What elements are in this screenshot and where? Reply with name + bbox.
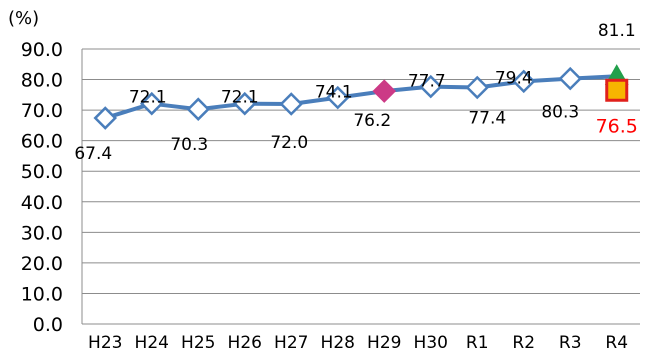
- data-label: 79.4: [495, 68, 533, 88]
- unit-label: (%): [8, 8, 39, 29]
- y-tick-label: 40.0: [21, 192, 63, 214]
- x-tick-label: H26: [228, 333, 262, 353]
- data-point-marker: [232, 91, 257, 116]
- x-tick-label: H27: [274, 333, 308, 353]
- data-label: 77.7: [408, 72, 446, 92]
- x-tick-label: H24: [135, 333, 169, 353]
- y-tick-labels: 0.0 10.0 20.0 30.0 40.0 50.0 60.0 70.0 80.0 90.0: [21, 39, 63, 336]
- data-label: 74.1: [315, 83, 353, 103]
- x-tick-label: H23: [88, 333, 122, 353]
- y-tick-label: 90.0: [21, 39, 63, 61]
- y-tick-label: 30.0: [21, 222, 63, 244]
- gridlines: [82, 48, 640, 294]
- data-label: 80.3: [541, 103, 579, 123]
- data-label: 81.1: [598, 21, 636, 41]
- data-label: 70.3: [170, 135, 208, 155]
- data-point-marker: [186, 97, 211, 121]
- data-label: 76.2: [353, 111, 391, 131]
- data-point-marker: [279, 92, 304, 116]
- y-tick-label: 0.0: [33, 314, 63, 336]
- data-label: 72.1: [221, 88, 259, 108]
- data-label: 77.4: [468, 109, 506, 129]
- x-tick-label: R2: [512, 333, 535, 353]
- x-tick-label: R1: [466, 333, 489, 353]
- axes: [81, 49, 640, 325]
- x-tick-label: R3: [559, 333, 582, 353]
- y-tick-label: 10.0: [21, 283, 63, 305]
- data-point-marker: [465, 75, 490, 100]
- extra-point-marker: [605, 78, 629, 102]
- data-point-marker: [325, 85, 350, 110]
- x-tick-label: H30: [414, 333, 448, 353]
- data-label: 67.4: [74, 144, 112, 164]
- data-point-marker: [511, 69, 536, 94]
- markers: [93, 64, 629, 130]
- x-tick-label: H25: [181, 333, 215, 353]
- data-labels: 76.5 67.4 72.1 70.3 72.1 72.0 74.176.2 77.7 77.4…: [74, 21, 638, 164]
- data-point-marker: [93, 106, 118, 130]
- data-label: 72.1: [129, 88, 167, 108]
- data-point-marker: [372, 79, 397, 103]
- x-tick-label: R4: [605, 333, 628, 353]
- data-label: 72.0: [270, 133, 308, 153]
- data-point-marker: [558, 66, 583, 91]
- y-tick-label: 70.0: [21, 100, 63, 122]
- x-tick-label: H28: [321, 333, 355, 353]
- y-tick-label: 80.0: [21, 70, 63, 92]
- data-point-marker: [418, 74, 443, 99]
- x-tick-label: H29: [367, 333, 401, 353]
- y-tick-label: 50.0: [21, 161, 63, 183]
- y-tick-label: 20.0: [21, 253, 63, 275]
- extra-point-label: 76.5: [596, 115, 638, 137]
- y-tick-label: 60.0: [21, 131, 63, 153]
- data-point-marker: [139, 91, 164, 116]
- x-tick-labels: H23 H24 H25 H26 H27 H28 H29 H30 R1 R2 R3 R4: [88, 333, 628, 353]
